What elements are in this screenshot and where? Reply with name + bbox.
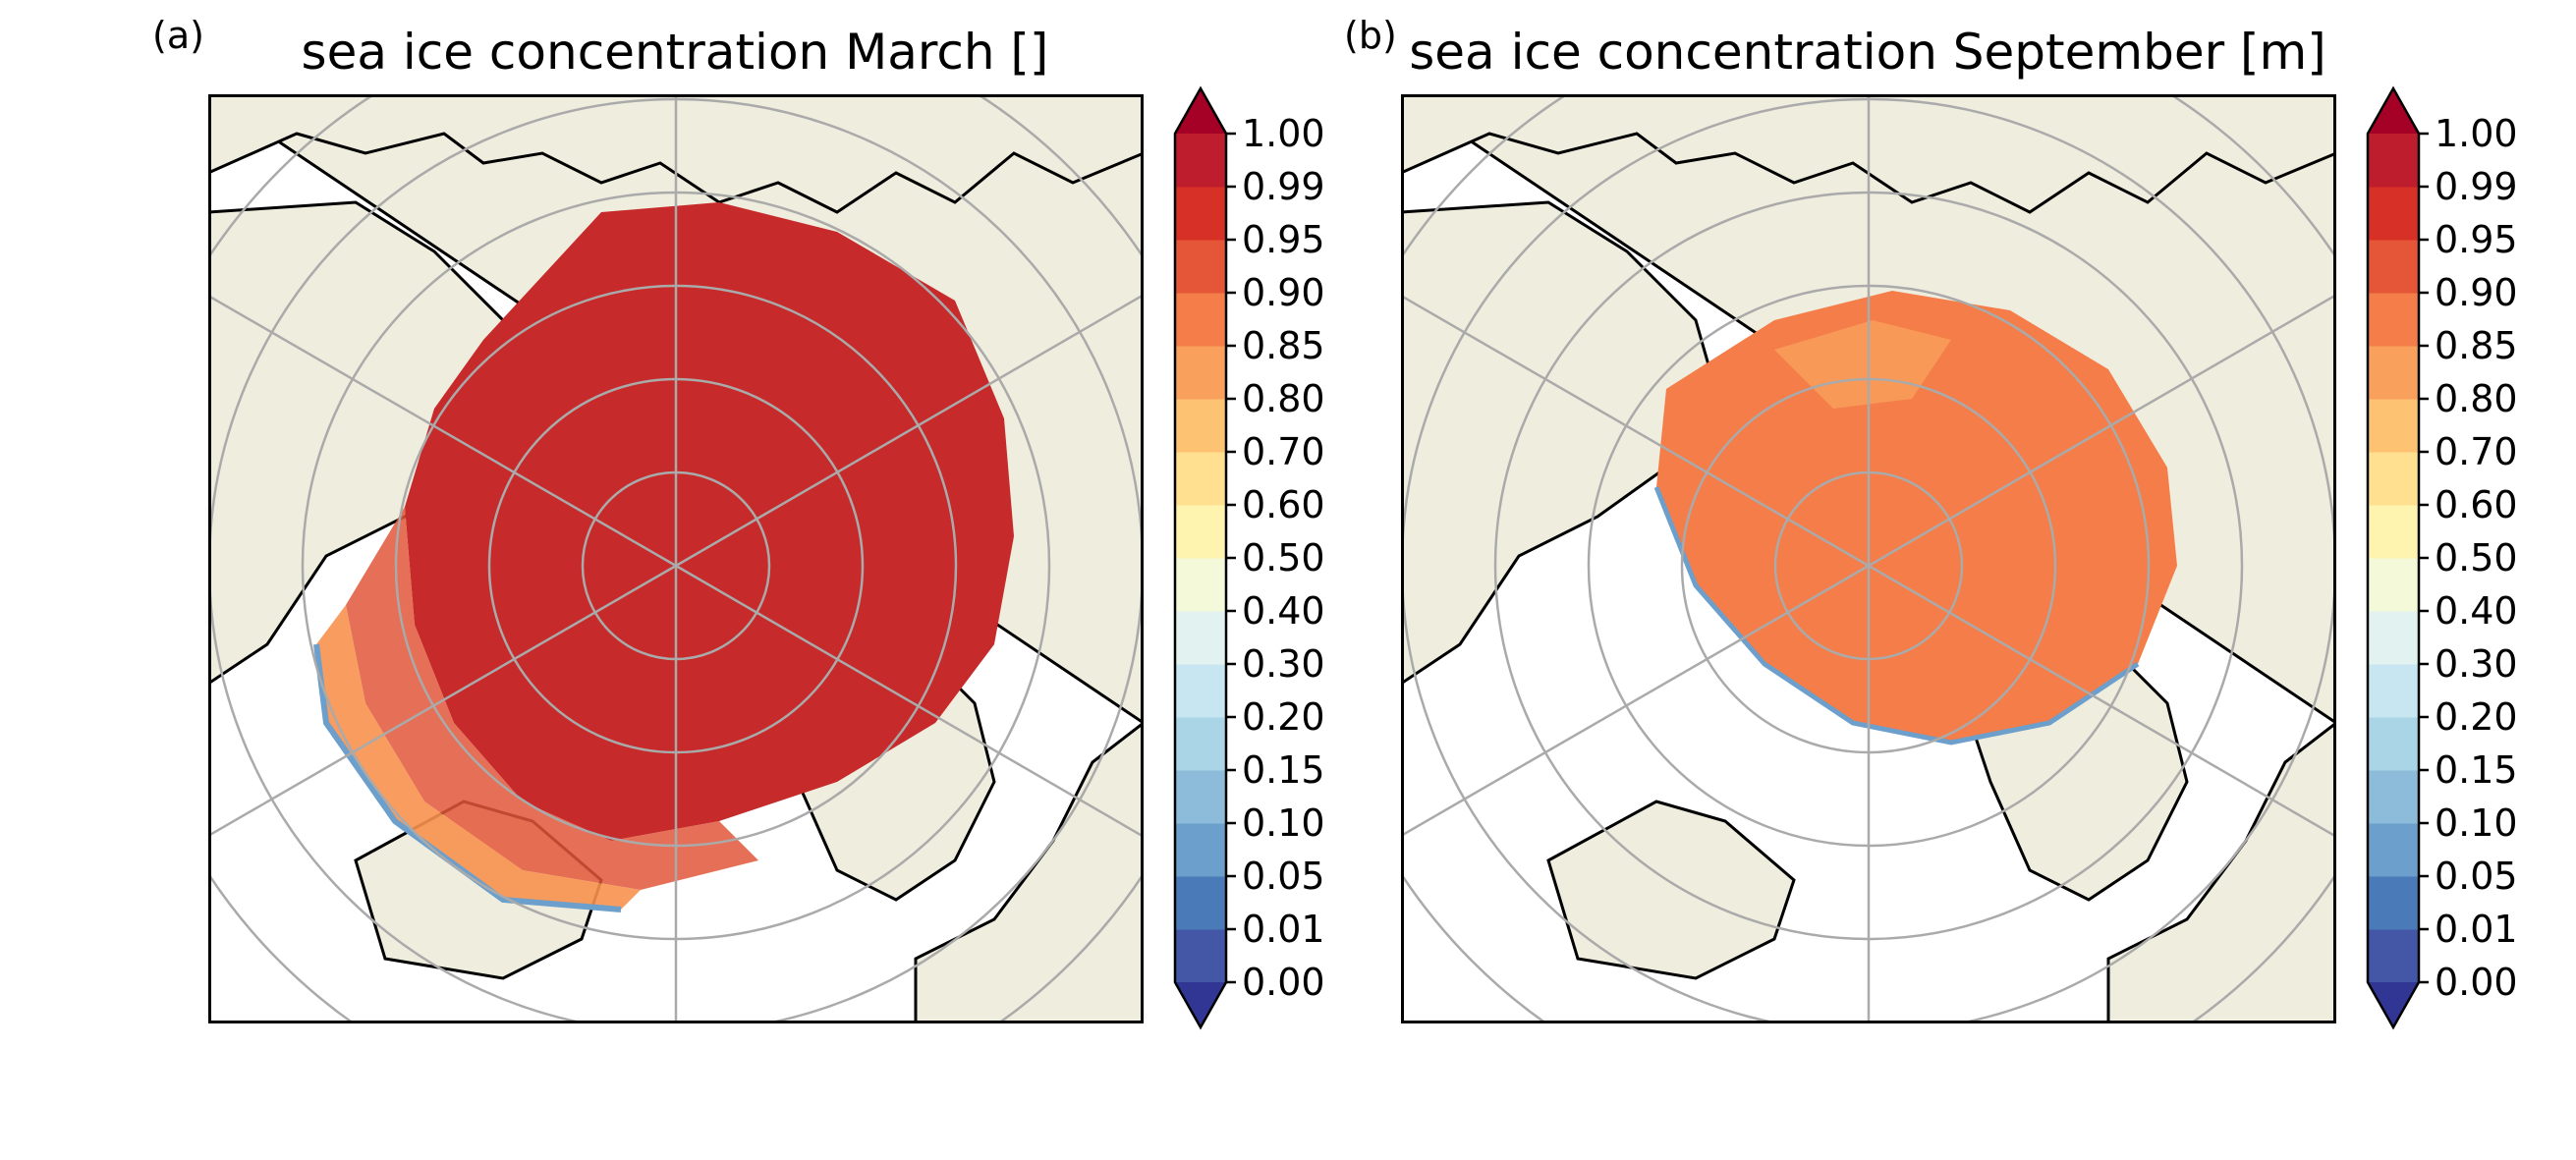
colorbar-bin (1175, 876, 1226, 930)
colorbar-tick-label: 0.95 (1242, 218, 1325, 261)
colorbar-tick-label: 0.15 (2435, 748, 2518, 792)
sea-ice-margin (346, 507, 758, 890)
colorbar-tick-label: 0.00 (1242, 961, 1325, 1004)
panel-a-map (208, 94, 1144, 1023)
colorbar-bin (2368, 240, 2419, 294)
colorbar-tick-label: 0.05 (1242, 855, 1325, 898)
colorbar-tick-label: 0.20 (1242, 695, 1325, 739)
colorbar-bin (2368, 505, 2419, 559)
colorbar-tick-label: 1.00 (2435, 112, 2518, 155)
colorbar-tick-label: 0.40 (1242, 589, 1325, 633)
colorbar-tick-label: 0.95 (2435, 218, 2518, 261)
colorbar-tick-label: 0.01 (1242, 908, 1325, 951)
colorbar-tick-label: 0.85 (1242, 324, 1325, 367)
panel-b-title: sea ice concentration September [m] (1409, 24, 2326, 81)
colorbar-bin (1175, 399, 1226, 453)
colorbar-bin (2368, 187, 2419, 241)
colorbar-bin (1175, 346, 1226, 400)
colorbar-tick-label: 0.20 (2435, 695, 2518, 739)
panel-a-label: (a) (152, 14, 204, 57)
sea-ice-edge-blue (313, 643, 622, 912)
colorbar-bin (1175, 770, 1226, 824)
colorbar-tick-label: 0.30 (2435, 642, 2518, 686)
colorbar-bin (2368, 717, 2419, 771)
colorbar-tick-label: 0.80 (1242, 377, 1325, 420)
colorbar-extend-min (1175, 982, 1226, 1027)
colorbar-bin (1175, 134, 1226, 188)
colorbar-bin (1175, 187, 1226, 241)
colorbar-bin (2368, 399, 2419, 453)
colorbar-tick-label: 0.90 (1242, 271, 1325, 314)
colorbar-extend-max (1175, 88, 1226, 134)
colorbar-tick-label: 0.60 (2435, 483, 2518, 526)
colorbar-tick-label: 0.00 (2435, 961, 2518, 1004)
colorbar-bin (1175, 505, 1226, 559)
colorbar-tick-label: 0.80 (2435, 377, 2518, 420)
panel-a-title: sea ice concentration March [] (301, 24, 1049, 81)
colorbar-bin (1175, 823, 1226, 877)
colorbar-bin (2368, 876, 2419, 930)
colorbar-bin (1175, 929, 1226, 983)
colorbar-bin (2368, 452, 2419, 506)
colorbar-bin (2368, 823, 2419, 877)
colorbar-tick-label: 0.70 (1242, 430, 1325, 473)
colorbar-bin (1175, 293, 1226, 347)
panel-b-map (1401, 94, 2336, 1023)
colorbar-tick-label: 1.00 (1242, 112, 1325, 155)
panel-a-colorbar: 0.00 0.01 0.05 0.10 0.15 0.20 0.30 0.40 0.50 0.60… (1173, 85, 1352, 1031)
sea-ice-edge-blue (1653, 486, 2140, 746)
colorbar-tick-label: 0.10 (1242, 801, 1325, 845)
colorbar-bin (2368, 929, 2419, 983)
colorbar-tick-label: 0.01 (2435, 908, 2518, 951)
land-bottom-left (1546, 800, 1796, 980)
colorbar-bin (1175, 558, 1226, 612)
colorbar-tick-label: 0.85 (2435, 324, 2518, 367)
colorbar-bin (1175, 664, 1226, 718)
colorbar-bin (1175, 717, 1226, 771)
colorbar-bin (2368, 134, 2419, 188)
colorbar-tick-label: 0.40 (2435, 589, 2518, 633)
colorbar-bin (2368, 611, 2419, 665)
colorbar-tick-label: 0.15 (1242, 748, 1325, 792)
panel-a-border (208, 94, 1144, 1023)
colorbar-bin (2368, 293, 2419, 347)
colorbar-tick-label: 0.05 (2435, 855, 2518, 898)
colorbar-tick-label: 0.30 (1242, 642, 1325, 686)
sea-ice-edge (316, 605, 641, 910)
panel-b-label: (b) (1344, 14, 1397, 57)
colorbar-bin (2368, 770, 2419, 824)
colorbar-tick-label: 0.99 (1242, 165, 1325, 208)
sea-ice-core (1656, 291, 2177, 743)
panel-b-colorbar: 0.00 0.01 0.05 0.10 0.15 0.20 0.30 0.40 0.50 0.60… (2366, 85, 2545, 1031)
colorbar-extend-max (2368, 88, 2419, 134)
colorbar-bin (1175, 452, 1226, 506)
colorbar-tick-label: 0.10 (2435, 801, 2518, 845)
colorbar-tick-label: 0.50 (2435, 536, 2518, 580)
colorbar-tick-label: 0.90 (2435, 271, 2518, 314)
colorbar-tick-label: 0.60 (1242, 483, 1325, 526)
panel-b-border (1401, 94, 2336, 1023)
colorbar-bin (2368, 346, 2419, 400)
colorbar-tick-label: 0.99 (2435, 165, 2518, 208)
colorbar-tick-label: 0.50 (1242, 536, 1325, 580)
colorbar-bin (2368, 558, 2419, 612)
colorbar-bin (2368, 664, 2419, 718)
colorbar-tick-label: 0.70 (2435, 430, 2518, 473)
colorbar-extend-min (2368, 982, 2419, 1027)
sea-ice-core (405, 202, 1014, 841)
colorbar-bin (1175, 240, 1226, 294)
colorbar-bin (1175, 611, 1226, 665)
